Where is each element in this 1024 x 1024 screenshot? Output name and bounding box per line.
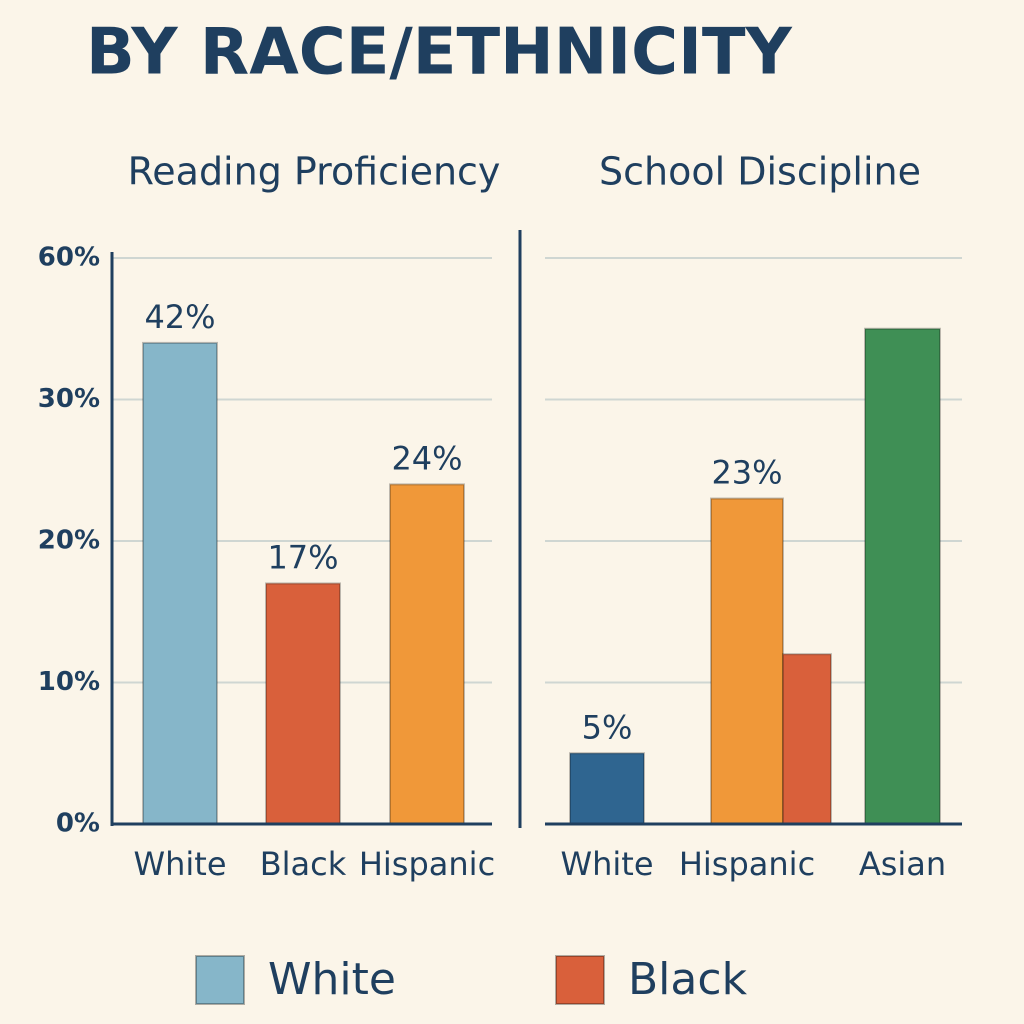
bar — [782, 653, 832, 826]
x-tick-label: White — [560, 845, 653, 883]
y-tick-label: 20% — [38, 526, 100, 556]
data-label: 5% — [582, 708, 633, 746]
data-label: 23% — [711, 454, 782, 492]
y-tick-label: 0% — [56, 809, 100, 839]
x-tick-label: Hispanic — [679, 845, 815, 883]
chart-title: Reading Proficiency — [128, 150, 501, 194]
legend-swatch — [555, 955, 605, 1005]
chart-title: School Discipline — [599, 150, 921, 194]
legend-label: Black — [628, 954, 748, 1005]
bar — [389, 483, 465, 825]
bar — [569, 752, 645, 825]
bar — [864, 327, 941, 825]
y-tick-label: 10% — [38, 667, 100, 697]
x-tick-label: Black — [260, 845, 347, 883]
bar — [142, 341, 218, 825]
main-title: BY RACE/ETHNICITY — [86, 16, 793, 90]
y-tick-label: 30% — [38, 384, 100, 414]
y-tick-label: 60% — [38, 243, 100, 273]
x-tick-label: Hispanic — [359, 845, 495, 883]
data-label: 24% — [391, 439, 462, 477]
legend-label: White — [268, 954, 396, 1005]
x-tick-label: Asian — [859, 845, 946, 883]
bar — [710, 497, 784, 825]
data-label: 42% — [144, 298, 215, 336]
x-tick-label: White — [133, 845, 226, 883]
bar — [265, 582, 341, 826]
data-label: 17% — [267, 538, 338, 576]
legend-swatch — [195, 955, 245, 1005]
